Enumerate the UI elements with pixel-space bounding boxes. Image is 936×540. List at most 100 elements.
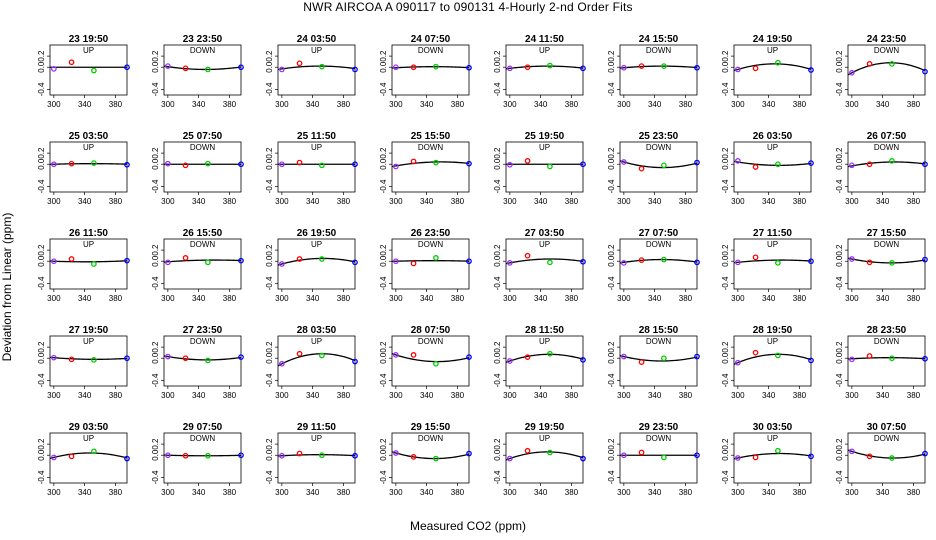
panel-direction: DOWN bbox=[418, 434, 444, 443]
x-tick-label: 340 bbox=[420, 488, 434, 497]
x-tick-label: 380 bbox=[907, 294, 921, 303]
data-point bbox=[433, 455, 439, 462]
fit-curve bbox=[847, 62, 926, 76]
panel-direction: DOWN bbox=[646, 434, 672, 443]
panel-direction: UP bbox=[311, 143, 322, 152]
data-point bbox=[547, 449, 553, 456]
panel-direction: UP bbox=[539, 240, 550, 249]
data-point bbox=[392, 163, 399, 170]
y-tick-label: -0.4 bbox=[493, 276, 502, 290]
x-tick-label: 300 bbox=[731, 488, 745, 497]
y-tick-label: -0.4 bbox=[607, 276, 616, 290]
y-tick-label: 0.2 bbox=[151, 341, 160, 353]
y-tick-label: -0.4 bbox=[151, 82, 160, 96]
data-point bbox=[278, 261, 285, 267]
x-tick-label: 380 bbox=[679, 100, 693, 109]
data-point bbox=[889, 355, 895, 362]
data-point bbox=[296, 256, 303, 262]
y-tick-label: 0.2 bbox=[607, 244, 616, 256]
data-point bbox=[638, 257, 645, 263]
data-point bbox=[466, 258, 472, 265]
panel-frame bbox=[619, 141, 698, 193]
y-tick-label: 0.0 bbox=[607, 61, 616, 73]
panel-title: 25 03:50 bbox=[69, 131, 109, 142]
fit-curve bbox=[733, 63, 812, 72]
y-tick-label: 0.0 bbox=[493, 61, 502, 73]
data-point bbox=[638, 165, 645, 172]
data-point bbox=[775, 447, 781, 454]
data-point bbox=[433, 159, 439, 166]
fit-curve bbox=[163, 259, 242, 263]
panel-title: 27 19:50 bbox=[69, 325, 109, 336]
y-tick-label: -0.4 bbox=[151, 276, 160, 290]
data-point bbox=[775, 161, 781, 168]
panel-title: 25 11:50 bbox=[297, 131, 336, 142]
data-point bbox=[752, 164, 759, 170]
y-tick-label: -0.4 bbox=[37, 82, 46, 96]
data-point bbox=[580, 65, 586, 72]
x-tick-label: 340 bbox=[192, 488, 206, 497]
x-tick-label: 300 bbox=[389, 488, 403, 497]
data-point bbox=[620, 159, 627, 165]
x-axis-label: Measured CO2 (ppm) bbox=[409, 519, 527, 533]
panel-title: 25 15:50 bbox=[411, 131, 451, 142]
x-tick-label: 340 bbox=[78, 488, 92, 497]
data-point bbox=[866, 259, 873, 266]
data-point bbox=[466, 354, 472, 360]
fit-curve bbox=[733, 353, 812, 365]
x-tick-label: 300 bbox=[389, 197, 403, 206]
data-point bbox=[734, 455, 741, 461]
data-point bbox=[91, 261, 97, 267]
panel-title: 29 03:50 bbox=[69, 422, 109, 433]
y-tick-label: 0.2 bbox=[37, 50, 46, 62]
data-point bbox=[694, 64, 700, 71]
x-tick-label: 380 bbox=[337, 197, 351, 206]
data-point bbox=[238, 257, 244, 264]
panel-title: 25 23:50 bbox=[639, 131, 679, 142]
data-point bbox=[620, 64, 627, 71]
panel-title: 28 03:50 bbox=[297, 325, 337, 336]
data-point bbox=[50, 66, 57, 72]
x-tick-label: 300 bbox=[389, 391, 403, 400]
x-tick-label: 380 bbox=[223, 100, 237, 109]
x-tick-label: 340 bbox=[648, 488, 662, 497]
panel-title: 24 19:50 bbox=[753, 34, 793, 45]
y-tick-label: 0.2 bbox=[151, 438, 160, 450]
panel-direction: UP bbox=[539, 434, 550, 443]
x-tick-label: 340 bbox=[306, 100, 320, 109]
panel-frame bbox=[619, 335, 698, 387]
y-tick-label: -0.4 bbox=[721, 470, 730, 484]
x-tick-label: 380 bbox=[451, 197, 465, 206]
y-tick-label: 0.0 bbox=[379, 449, 388, 461]
fit-curve bbox=[619, 65, 698, 69]
data-point bbox=[352, 358, 358, 365]
x-tick-label: 340 bbox=[876, 100, 890, 109]
x-tick-label: 340 bbox=[78, 294, 92, 303]
y-tick-label: 0.0 bbox=[607, 352, 616, 364]
panel-frame bbox=[163, 335, 242, 387]
x-tick-label: 340 bbox=[876, 197, 890, 206]
y-tick-label: 0.2 bbox=[721, 50, 730, 62]
data-point bbox=[775, 352, 781, 359]
data-point bbox=[547, 259, 553, 266]
fit-curve bbox=[733, 452, 812, 460]
y-tick-label: 0.0 bbox=[265, 158, 274, 170]
x-tick-label: 340 bbox=[648, 391, 662, 400]
x-tick-label: 380 bbox=[907, 100, 921, 109]
y-tick-label: -0.4 bbox=[835, 82, 844, 96]
x-tick-label: 300 bbox=[275, 488, 289, 497]
y-tick-label: 0.0 bbox=[37, 61, 46, 73]
fit-curve bbox=[847, 357, 926, 360]
data-point bbox=[524, 354, 531, 360]
fit-curve bbox=[277, 454, 356, 457]
x-tick-label: 340 bbox=[876, 294, 890, 303]
panel-title: 30 07:50 bbox=[867, 422, 907, 433]
y-tick-label: 0.0 bbox=[607, 255, 616, 267]
